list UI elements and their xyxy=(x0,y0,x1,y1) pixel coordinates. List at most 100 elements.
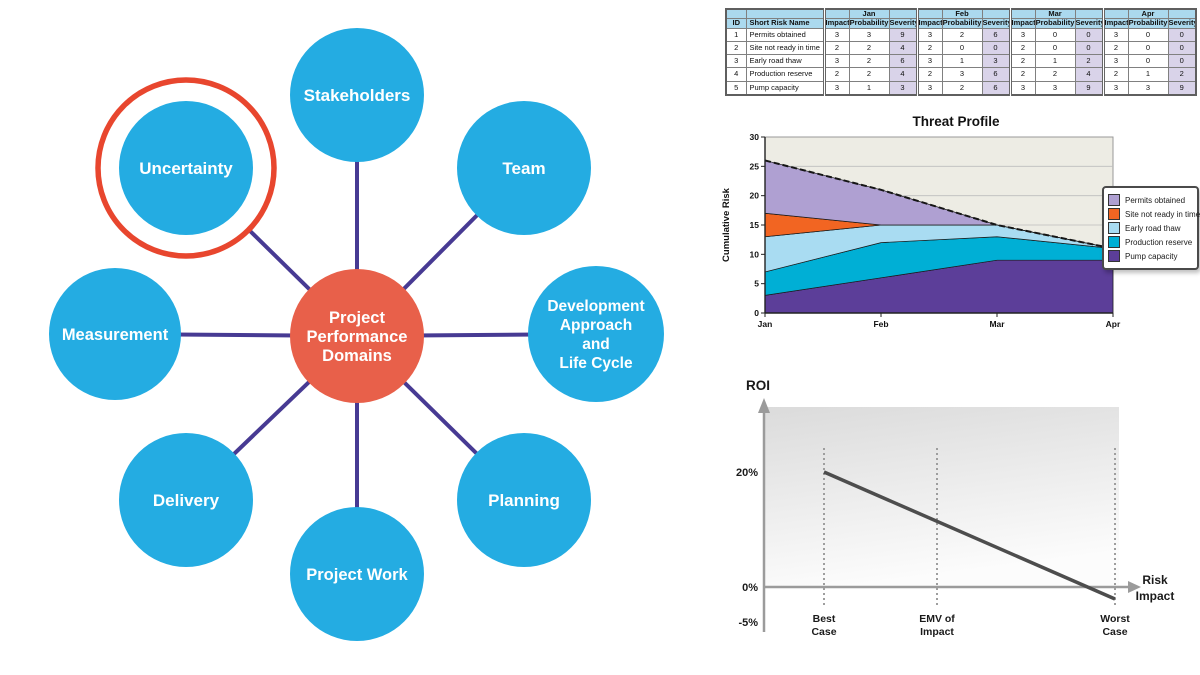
sub-header: Probability xyxy=(848,18,890,29)
risk-value-cell: 0 xyxy=(1127,40,1169,56)
node-label: Development xyxy=(547,298,644,315)
risk-value-cell: 0 xyxy=(1074,27,1104,42)
threat-profile-svg: Threat Profile Cumulative Risk 0 5 10 15 20 2… xyxy=(721,114,1121,329)
risk-id-cell: 4 xyxy=(725,67,747,82)
risk-value-cell: 3 xyxy=(1008,27,1036,42)
risk-value-cell: 3 xyxy=(1101,53,1129,69)
x-tick-label: Apr xyxy=(1106,319,1121,329)
node-label: Performance xyxy=(307,328,408,346)
risk-row: 5 Pump capacity 3 1 3 3 2 6 3 3 9 3 3 9 xyxy=(725,80,1197,96)
roi-svg: ROI 20% 0% -5% Risk Impact Best Case EMV… xyxy=(736,378,1174,638)
month-spacer xyxy=(1101,8,1129,20)
risk-value-cell: 3 xyxy=(822,27,850,42)
month-spacer xyxy=(822,8,850,20)
legend-label: Permits obtained xyxy=(1125,195,1186,205)
risk-value-cell: 6 xyxy=(981,67,1011,82)
risk-value-cell: 2 xyxy=(848,40,890,56)
month-header: Mar xyxy=(1034,8,1076,20)
risk-value-cell: 6 xyxy=(981,80,1011,96)
id-header: ID xyxy=(725,18,747,29)
month-spacer xyxy=(915,8,943,20)
legend-item: Early road thaw xyxy=(1108,221,1193,235)
risk-value-cell: 2 xyxy=(1008,53,1036,69)
y-tick-label: 20 xyxy=(750,191,760,201)
node-label: Delivery xyxy=(153,491,220,510)
risk-value-cell: 4 xyxy=(888,40,918,56)
node-circle-uncertainty xyxy=(119,101,253,235)
risk-value-cell: 6 xyxy=(981,27,1011,42)
best-case-label-line2: Case xyxy=(811,626,836,638)
node-label: Planning xyxy=(488,491,560,510)
legend-swatch xyxy=(1108,208,1120,220)
y-tick-label: 30 xyxy=(750,132,760,142)
legend-label: Site not ready in time xyxy=(1125,209,1200,219)
risk-value-cell: 3 xyxy=(1127,80,1169,96)
node-label: Uncertainty xyxy=(139,159,233,178)
risk-value-cell: 2 xyxy=(848,53,890,69)
risk-id-cell: 5 xyxy=(725,80,747,96)
sub-header: Impact xyxy=(1101,18,1129,29)
emv-label-line1: EMV of xyxy=(919,613,955,625)
month-spacer xyxy=(981,8,1011,20)
total-risk-dashed-line xyxy=(764,159,1114,250)
sub-header: Impact xyxy=(1008,18,1036,29)
risk-value-cell: 0 xyxy=(1167,53,1197,69)
roi-trend-line xyxy=(823,470,1116,601)
corner-cell xyxy=(745,8,825,20)
emv-label-line2: Impact xyxy=(920,626,954,638)
risk-name-cell: Production reserve xyxy=(745,67,825,82)
x-tick-label: Mar xyxy=(989,319,1005,329)
legend-label: Early road thaw xyxy=(1125,223,1181,233)
roi-plot-background xyxy=(765,407,1119,587)
risk-table: Jan Feb Mar Apr ID Short Risk Name Impact Proba… xyxy=(725,8,1197,96)
risk-value-cell: 2 xyxy=(822,40,850,56)
risk-value-cell: 3 xyxy=(915,53,943,69)
worst-case-label-line1: Worst xyxy=(1100,613,1130,625)
risk-value-cell: 3 xyxy=(941,67,983,82)
risk-value-cell: 0 xyxy=(1127,27,1169,42)
node-label: Approach xyxy=(560,317,632,334)
node-circle-measurement xyxy=(49,268,181,400)
risk-value-cell: 4 xyxy=(1074,67,1104,82)
risk-value-cell: 0 xyxy=(981,40,1011,56)
risk-grid: Jan Feb Mar Apr ID Short Risk Name Impact Proba… xyxy=(725,8,1197,96)
sub-header: Impact xyxy=(915,18,943,29)
y-tick-label: 15 xyxy=(750,220,760,230)
risk-value-cell: 1 xyxy=(848,80,890,96)
risk-id-cell: 3 xyxy=(725,53,747,69)
risk-value-cell: 3 xyxy=(915,27,943,42)
month-spacer xyxy=(1167,8,1197,20)
risk-value-cell: 3 xyxy=(848,27,890,42)
risk-value-cell: 6 xyxy=(888,53,918,69)
sub-header: Impact xyxy=(822,18,850,29)
legend-label: Pump capacity xyxy=(1125,251,1178,261)
month-header: Jan xyxy=(848,8,890,20)
risk-value-cell: 3 xyxy=(1008,80,1036,96)
legend-item: Site not ready in time xyxy=(1108,207,1200,221)
risk-value-cell: 3 xyxy=(822,80,850,96)
node-label: Project xyxy=(329,309,385,327)
node-circle-project-work xyxy=(290,507,424,641)
sub-header: Severity xyxy=(888,18,918,29)
legend-item: Pump capacity xyxy=(1108,249,1193,263)
risk-value-cell: 2 xyxy=(915,40,943,56)
risk-value-cell: 2 xyxy=(1034,67,1076,82)
sub-header: Severity xyxy=(1167,18,1197,29)
risk-name-cell: Permits obtained xyxy=(745,27,825,42)
node-label: Team xyxy=(502,159,545,178)
node-label: Stakeholders xyxy=(304,86,411,105)
legend-label: Production reserve xyxy=(1125,237,1193,247)
risk-value-cell: 4 xyxy=(888,67,918,82)
risk-value-cell: 2 xyxy=(848,67,890,82)
threat-y-axis-label: Cumulative Risk xyxy=(721,187,732,262)
risk-value-cell: 0 xyxy=(941,40,983,56)
worst-case-label-line2: Case xyxy=(1102,626,1127,638)
risk-value-cell: 0 xyxy=(1167,40,1197,56)
roi-tick-0: 0% xyxy=(742,582,758,594)
risk-id-cell: 2 xyxy=(725,40,747,56)
month-header: Feb xyxy=(941,8,983,20)
node-label: Project Work xyxy=(306,566,408,584)
risk-row: 2 Site not ready in time 2 2 4 2 0 0 2 0 0 2 0 0 xyxy=(725,40,1197,56)
threat-profile-chart: Threat Profile Cumulative Risk 0 5 10 15 20 2… xyxy=(718,100,1200,350)
